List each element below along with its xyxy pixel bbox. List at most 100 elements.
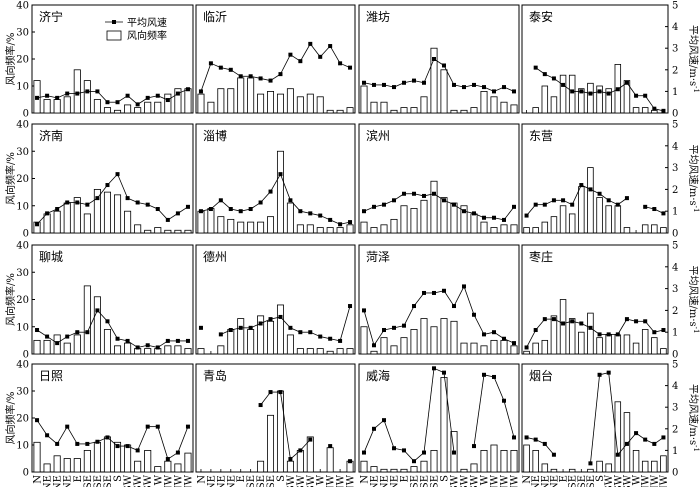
y-right-tick-label: 1 — [672, 328, 678, 339]
y-right-tick-label: 2 — [672, 185, 678, 196]
x-tick-label: ESE — [568, 475, 579, 487]
speed-point — [348, 459, 353, 464]
panel-frame — [195, 4, 356, 114]
panel-frame — [521, 244, 669, 355]
speed-line-segment — [453, 286, 465, 307]
speed-point — [482, 332, 486, 337]
y-right-tick-label: 1 — [672, 207, 678, 218]
x-tick-label: ESE — [410, 475, 421, 487]
speed-point — [85, 330, 90, 335]
speed-line-segment — [363, 428, 375, 453]
speed-point — [422, 80, 426, 85]
speed-point — [492, 374, 496, 379]
freq-bar — [623, 334, 631, 355]
x-tick-label: W — [316, 474, 327, 485]
freq-bar — [103, 107, 111, 114]
speed-point — [382, 328, 386, 333]
y-left-tick-label: 20 — [16, 55, 29, 66]
freq-bar — [237, 77, 245, 114]
x-tick-label: ESE — [246, 475, 257, 487]
freq-bar — [336, 348, 344, 355]
speed-point — [185, 424, 190, 429]
speed-point — [652, 207, 657, 212]
x-tick-label: WNW — [326, 474, 337, 487]
freq-bar — [651, 109, 658, 114]
speed-point — [318, 334, 323, 339]
y-right-tick-label: 4 — [672, 141, 678, 152]
freq-bar — [480, 221, 488, 234]
speed-point — [328, 444, 333, 449]
freq-bar — [490, 227, 498, 234]
speed-point — [258, 403, 263, 408]
speed-point — [95, 439, 100, 444]
speed-point — [155, 424, 160, 429]
freq-bar — [164, 93, 172, 114]
speed-point — [392, 198, 396, 203]
freq-bar — [623, 227, 631, 234]
speed-point — [372, 343, 376, 348]
speed-line-segment — [137, 426, 149, 451]
speed-point — [502, 217, 506, 222]
freq-bar — [184, 88, 192, 114]
x-tick-label: SSE — [103, 475, 114, 487]
speed-point — [288, 52, 293, 57]
freq-bar — [360, 326, 368, 355]
speed-point — [338, 338, 343, 343]
freq-bar — [420, 96, 428, 114]
freq-bar — [267, 216, 275, 234]
speed-point — [85, 441, 90, 446]
freq-bar — [63, 96, 71, 114]
speed-point — [597, 89, 602, 94]
freq-bar — [380, 224, 388, 234]
speed-point — [392, 85, 396, 90]
freq-bar — [247, 221, 255, 234]
panel-title: 聊城 — [39, 250, 63, 264]
freq-bar — [103, 436, 111, 473]
speed-line-segment — [56, 426, 68, 445]
speed-point — [362, 450, 366, 455]
legend-freq-label: 风向频率 — [127, 29, 167, 42]
speed-point — [95, 308, 100, 313]
freq-bar — [410, 208, 418, 234]
speed-point — [105, 319, 110, 324]
speed-line-segment — [200, 63, 212, 92]
freq-bar — [430, 449, 438, 473]
freq-bar — [53, 455, 61, 473]
speed-point — [615, 332, 620, 337]
speed-point — [338, 61, 343, 66]
freq-bar — [440, 318, 448, 355]
speed-point — [185, 204, 190, 209]
freq-bar — [257, 221, 265, 234]
freq-bar — [532, 342, 539, 355]
speed-point — [248, 325, 253, 330]
speed-point — [402, 323, 406, 328]
speed-point — [328, 44, 333, 49]
y-left-axis-title: 风向频率/% — [4, 33, 17, 86]
freq-bar — [360, 85, 368, 114]
speed-point — [35, 418, 40, 423]
freq-bar — [470, 107, 478, 114]
x-tick-label: SSW — [450, 474, 461, 487]
freq-bar — [93, 441, 101, 473]
speed-line-segment — [280, 392, 291, 460]
speed-line-segment — [107, 321, 118, 339]
y-left-tick-label: 0 — [23, 229, 29, 240]
speed-point — [432, 366, 436, 371]
freq-bar — [587, 468, 594, 473]
x-tick-label: S — [113, 475, 124, 482]
freq-bar — [550, 216, 558, 234]
y-right-tick-label: 5 — [672, 241, 678, 252]
x-tick-label: S — [595, 475, 606, 482]
freq-bar — [144, 101, 152, 114]
freq-bar — [400, 107, 408, 114]
freq-bar — [316, 348, 324, 355]
freq-bar — [578, 331, 585, 355]
speed-point — [606, 198, 611, 203]
speed-line-segment — [309, 43, 321, 58]
speed-point — [328, 217, 333, 222]
speed-point — [55, 207, 60, 212]
freq-bar — [370, 227, 378, 234]
panel-frame — [358, 123, 520, 234]
freq-bar — [184, 229, 192, 234]
speed-point — [462, 284, 466, 289]
